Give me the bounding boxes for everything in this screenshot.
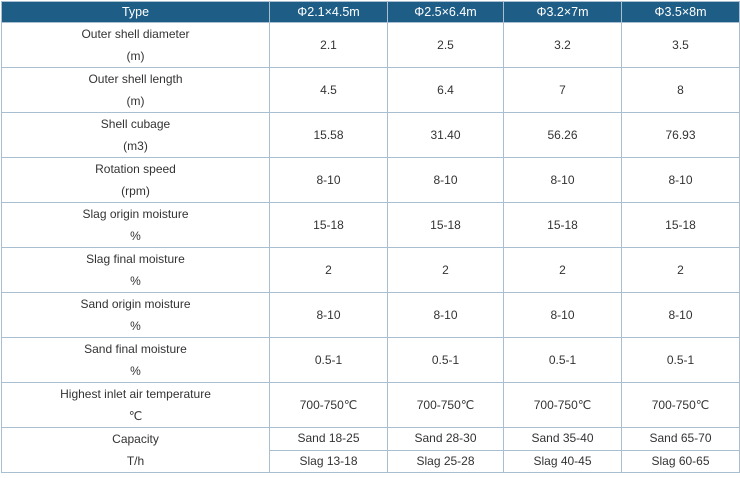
table-cell: 4.5	[269, 67, 388, 113]
table-cell: 31.40	[387, 112, 504, 158]
table-row-slag-origin-moisture: Slag origin moisture% 15-18 15-18 15-18 …	[1, 202, 740, 248]
table-cell: 3.2	[503, 22, 622, 68]
header-model-3: Φ3.2×7m	[503, 1, 622, 23]
table-cell: 56.26	[503, 112, 622, 158]
row-label: Rotation speed (rpm)	[1, 157, 270, 203]
row-label: Capacity T/h	[1, 427, 270, 473]
param-unit: %	[130, 274, 141, 288]
table-cell: 8	[621, 67, 740, 113]
table-cell: 3.5	[621, 22, 740, 68]
table-cell: 8-10	[269, 292, 388, 338]
param-unit: (m)	[126, 49, 145, 63]
table-cell: 7	[503, 67, 622, 113]
table-row-outer-shell-length: Outer shell length (m) 4.5 6.4 7 8	[1, 67, 740, 113]
param-name: Outer shell length	[88, 72, 183, 86]
param-unit: %	[130, 319, 141, 333]
row-label: Slag origin moisture%	[1, 202, 270, 248]
param-name: Capacity	[112, 432, 159, 446]
row-label: Highest inlet air temperature ℃	[1, 382, 270, 428]
table-row-shell-cubage: Shell cubage (m3) 15.58 31.40 56.26 76.93	[1, 112, 740, 158]
table-row-outer-shell-diameter: Outer shell diameter (m) 2.1 2.5 3.2 3.5	[1, 22, 740, 68]
param-name: Sand origin moisture	[80, 297, 191, 311]
param-name: Outer shell diameter	[81, 27, 190, 41]
param-name: Slag final moisture	[86, 252, 185, 266]
param-name: Slag origin moisture	[82, 207, 189, 221]
table-cell: Sand 28-30	[387, 427, 504, 451]
param-name: Shell cubage	[100, 117, 171, 131]
table-cell: 2	[503, 247, 622, 293]
param-unit: ℃	[128, 409, 143, 423]
row-label: Slag final moisture%	[1, 247, 270, 293]
table-cell: 0.5-1	[503, 337, 622, 383]
table-cell: 700-750℃	[387, 382, 504, 428]
table-cell: Sand 35-40	[503, 427, 622, 451]
header-model-2: Φ2.5×6.4m	[387, 1, 504, 23]
table-cell: 700-750℃	[503, 382, 622, 428]
table-cell: 8-10	[503, 157, 622, 203]
table-cell: 8-10	[621, 157, 740, 203]
table-cell: 8-10	[387, 157, 504, 203]
header-model-1: Φ2.1×4.5m	[269, 1, 388, 23]
table-row-capacity-sand: Capacity T/h Sand 18-25 Sand 28-30 Sand 3…	[1, 427, 740, 473]
table-cell: 700-750℃	[621, 382, 740, 428]
table-cell: Slag 60-65	[621, 449, 740, 473]
header-model-4: Φ3.5×8m	[621, 1, 740, 23]
table-cell: 8-10	[387, 292, 504, 338]
table-cell: 0.5-1	[621, 337, 740, 383]
table-cell: 76.93	[621, 112, 740, 158]
table-cell: 0.5-1	[387, 337, 504, 383]
table-cell: 6.4	[387, 67, 504, 113]
table-cell: 2.1	[269, 22, 388, 68]
param-name: Highest inlet air temperature	[60, 387, 211, 401]
param-unit: (m)	[126, 94, 145, 108]
table-cell: 8-10	[269, 157, 388, 203]
table-cell: 2	[269, 247, 388, 293]
param-unit: %	[130, 229, 141, 243]
row-label: Shell cubage (m3)	[1, 112, 270, 158]
table-cell: Slag 25-28	[387, 449, 504, 473]
param-name: Rotation speed	[95, 162, 176, 176]
param-name: Sand final moisture	[84, 342, 187, 356]
table-cell: Slag 40-45	[503, 449, 622, 473]
table-cell: 2.5	[387, 22, 504, 68]
table-row-rotation-speed: Rotation speed (rpm) 8-10 8-10 8-10 8-10	[1, 157, 740, 203]
header-type: Type	[1, 1, 270, 23]
table-cell: 700-750℃	[269, 382, 388, 428]
param-unit: T/h	[126, 454, 145, 468]
table-cell: 8-10	[503, 292, 622, 338]
param-unit: %	[130, 364, 141, 378]
table-row-capacity-slag: Slag 13-18 Slag 25-28 Slag 40-45 Slag 60…	[2, 449, 740, 473]
row-label: Sand origin moisture%	[1, 292, 270, 338]
header-row: Type Φ2.1×4.5m Φ2.5×6.4m Φ3.2×7m Φ3.5×8m	[1, 1, 740, 23]
table-cell: 15-18	[621, 202, 740, 248]
table-cell: Sand 65-70	[621, 427, 740, 451]
table-cell: 2	[621, 247, 740, 293]
row-label: Outer shell length (m)	[1, 67, 270, 113]
table-row-highest-inlet-air-temperature: Highest inlet air temperature ℃ 700-750℃ …	[1, 382, 740, 428]
table-cell: 15-18	[387, 202, 504, 248]
row-label: Sand final moisture%	[1, 337, 270, 383]
param-unit: (m3)	[123, 139, 148, 153]
table-row-sand-origin-moisture: Sand origin moisture% 8-10 8-10 8-10 8-1…	[1, 292, 740, 338]
table-row-slag-final-moisture: Slag final moisture% 2 2 2 2	[1, 247, 740, 293]
table-cell: 15.58	[269, 112, 388, 158]
param-unit: (rpm)	[121, 184, 150, 198]
table-cell: Sand 18-25	[269, 427, 388, 451]
table-row-sand-final-moisture: Sand final moisture% 0.5-1 0.5-1 0.5-1 0…	[1, 337, 740, 383]
table-cell: 2	[387, 247, 504, 293]
table-cell: Slag 13-18	[269, 449, 388, 473]
row-label: Outer shell diameter (m)	[1, 22, 270, 68]
table-cell: 15-18	[503, 202, 622, 248]
table-cell: 8-10	[621, 292, 740, 338]
table-cell: 15-18	[269, 202, 388, 248]
table-cell: 0.5-1	[269, 337, 388, 383]
